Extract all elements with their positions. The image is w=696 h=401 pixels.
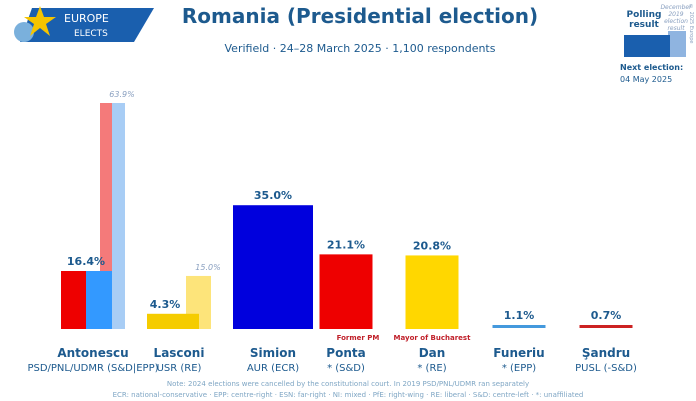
value-label: 20.8% bbox=[413, 239, 451, 252]
legend-previous-swatch bbox=[668, 31, 686, 57]
bar-dan bbox=[405, 255, 459, 329]
candidate-name: Funeriu bbox=[493, 346, 544, 360]
bar-antonescu-psd bbox=[61, 270, 86, 329]
bar-lasconi bbox=[147, 313, 199, 329]
candidate-note: Former PM bbox=[337, 334, 380, 342]
candidate-party: USR (RE) bbox=[157, 363, 202, 374]
candidate-party: * (EPP) bbox=[502, 363, 536, 374]
candidate-party: PUSL (-S&D) bbox=[575, 363, 637, 374]
bar-simion bbox=[233, 205, 313, 329]
chart-title: Romania (Presidential election) bbox=[181, 4, 539, 28]
bar-antonescu-pnl bbox=[86, 270, 112, 329]
legend-polling-swatch bbox=[624, 35, 670, 57]
value-label: 16.4% bbox=[67, 255, 105, 268]
bar-şandru bbox=[579, 325, 633, 328]
value-label: 1.1% bbox=[504, 309, 535, 322]
candidate-name: Simion bbox=[250, 346, 296, 360]
value-label: 21.1% bbox=[327, 238, 365, 251]
previous-value-label: 63.9% bbox=[109, 90, 134, 99]
legend: Polling result December 2019 election re… bbox=[620, 2, 696, 92]
value-label: 4.3% bbox=[150, 298, 181, 311]
candidate-name: Ponta bbox=[326, 346, 365, 360]
next-election-label: Next election: bbox=[620, 63, 684, 72]
candidate-party: * (S&D) bbox=[327, 363, 365, 374]
footer-groups: ECR: national-conservative · EPP: centre… bbox=[113, 391, 584, 399]
svg-text:ELECTS: ELECTS bbox=[74, 29, 108, 39]
previous-bar-pnl bbox=[112, 103, 125, 329]
candidate-note: Mayor of Bucharest bbox=[394, 334, 472, 342]
legend-polling-label: Polling result bbox=[626, 10, 662, 30]
candidate-party: * (RE) bbox=[417, 363, 446, 374]
bar-ponta bbox=[319, 254, 373, 329]
candidate-party: AUR (ECR) bbox=[247, 363, 299, 374]
value-label: 0.7% bbox=[591, 309, 622, 322]
candidate-name: Dan bbox=[419, 346, 446, 360]
europe-elects-logo: EUROPE ELECTS bbox=[14, 6, 154, 42]
value-label: 35.0% bbox=[254, 189, 292, 202]
next-election-date: 04 May 2025 bbox=[620, 75, 673, 84]
svg-text:EUROPE: EUROPE bbox=[64, 12, 109, 25]
candidate-name: Antonescu bbox=[57, 346, 128, 360]
bar-funeriu bbox=[492, 325, 546, 328]
legend-previous-label: December 2019 election result bbox=[660, 4, 692, 32]
candidate-party: PSD/PNL/UDMR (S&D|EPP) bbox=[27, 363, 158, 374]
candidate-name: Şandru bbox=[582, 346, 630, 360]
chart-subtitle: Verifield · 24–28 March 2025 · 1,100 res… bbox=[224, 42, 496, 55]
footer-note: Note: 2024 elections were cancelled by t… bbox=[167, 380, 529, 388]
legend-copyright: © 2025 Europe Elects bbox=[688, 4, 694, 44]
previous-value-label: 15.0% bbox=[195, 263, 220, 272]
candidate-name: Lasconi bbox=[154, 346, 205, 360]
